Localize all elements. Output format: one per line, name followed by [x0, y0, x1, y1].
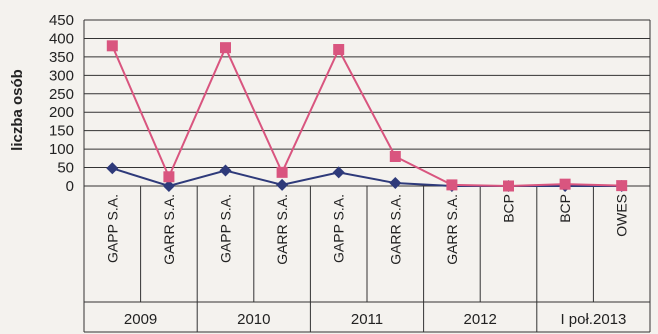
- x-tick-label: GARR S.A.: [274, 194, 290, 265]
- data-point-square: [389, 150, 401, 162]
- data-point-square: [333, 44, 345, 56]
- group-label: 2009: [124, 311, 157, 328]
- data-point-square: [276, 166, 288, 178]
- x-tick-label: BCP: [501, 194, 517, 223]
- y-axis-label: liczba osób: [9, 69, 26, 151]
- data-point-diamond: [219, 164, 232, 177]
- y-tick-label: 300: [49, 67, 74, 84]
- data-point-diamond: [389, 177, 402, 190]
- data-point-square: [446, 179, 458, 191]
- group-label: I poł.2013: [560, 311, 626, 328]
- x-tick-label: GARR S.A.: [444, 194, 460, 265]
- series-line: [112, 167, 622, 188]
- data-point-square: [163, 171, 175, 183]
- data-point-square: [220, 42, 231, 54]
- series-layer: [106, 40, 628, 192]
- x-category-table: GAPP S.A. GARR S.A. GAPP S.A. GARR S.A. GAPP…: [84, 186, 650, 333]
- grid-layer: [83, 19, 651, 332]
- y-tick-label: 100: [49, 141, 74, 158]
- data-point-square: [503, 180, 514, 192]
- x-tick-label: GAPP S.A.: [104, 194, 120, 263]
- group-label: 2010: [237, 311, 270, 328]
- data-point-square: [616, 180, 628, 192]
- group-label: 2012: [464, 311, 497, 328]
- x-tick-label: OWES: [614, 194, 630, 237]
- x-tick-label: GAPP S.A.: [218, 194, 234, 263]
- data-point-square: [106, 40, 118, 52]
- y-tick-label: 450: [49, 12, 74, 29]
- y-tick-label: 0: [66, 178, 74, 195]
- x-tick-label: GARR S.A.: [161, 194, 177, 265]
- data-point-diamond: [276, 178, 289, 191]
- x-tick-label: GARR S.A.: [387, 194, 403, 265]
- data-point-square: [559, 178, 571, 190]
- y-tick-label: 150: [49, 123, 74, 140]
- data-point-diamond: [106, 162, 119, 175]
- y-tick-label: 250: [49, 86, 74, 103]
- y-tick-label: 200: [49, 104, 74, 121]
- x-tick-label: GAPP S.A.: [331, 194, 347, 263]
- data-point-diamond: [162, 180, 175, 192]
- y-tick-label: 50: [57, 160, 74, 177]
- x-tick-label: BCP: [557, 194, 573, 223]
- data-point-diamond: [332, 166, 345, 179]
- series-line: [111, 45, 622, 188]
- y-tick-label: 400: [49, 30, 74, 47]
- y-tick-label: 350: [49, 49, 74, 66]
- group-label: 2011: [351, 311, 383, 328]
